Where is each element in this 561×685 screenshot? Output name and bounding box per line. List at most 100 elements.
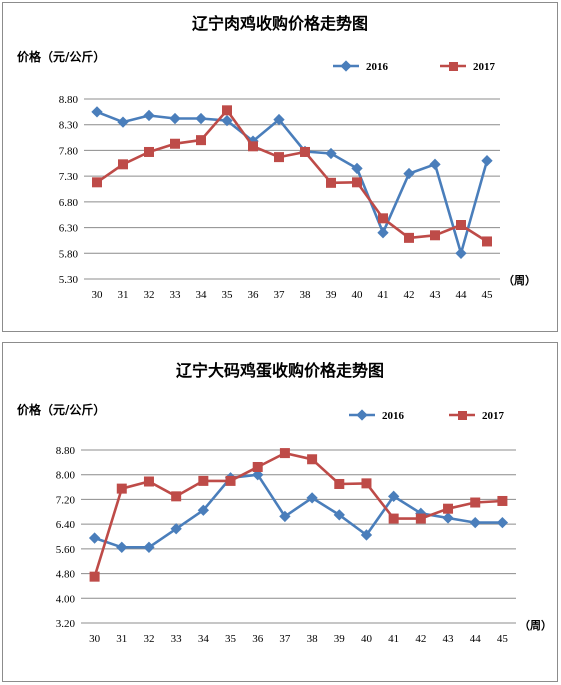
data-point-2017 (388, 513, 399, 524)
x-axis-unit: （周） (503, 274, 536, 287)
data-point-2016 (306, 492, 318, 504)
chart-title: 辽宁肉鸡收购价格走势图 (192, 14, 368, 33)
x-tick-label: 41 (378, 289, 389, 301)
x-tick-label: 38 (300, 289, 312, 301)
legend-label-2016: 2016 (382, 410, 405, 422)
x-tick-label: 38 (307, 633, 319, 645)
x-tick-label: 30 (89, 633, 101, 645)
y-tick-label: 8.80 (56, 445, 76, 457)
legend: 2016 2017 (349, 409, 505, 422)
x-tick-label: 39 (334, 633, 346, 645)
y-tick-label: 3.20 (56, 618, 76, 630)
x-tick-label: 35 (225, 633, 237, 645)
data-point-2017 (92, 177, 102, 188)
data-point-2016 (377, 227, 389, 239)
data-point-2017 (252, 461, 263, 472)
chicken-price-chart: 辽宁肉鸡收购价格走势图 价格（元/公斤） 2016 2017 （周） 5.305… (17, 14, 536, 301)
data-point-2016 (442, 512, 454, 524)
x-tick-label: 34 (196, 289, 208, 301)
data-point-2016 (481, 155, 493, 167)
series-line-2017 (96, 109, 488, 243)
data-point-2016 (143, 541, 155, 553)
data-point-2016 (88, 532, 101, 544)
x-tick-label: 39 (326, 289, 338, 301)
data-point-2016 (195, 112, 207, 125)
data-point-2016 (429, 158, 441, 170)
y-tick-label: 5.80 (59, 248, 79, 260)
data-point-2016 (351, 162, 363, 175)
series-line-2016 (96, 110, 489, 255)
plot-area: 5.30 5.80 6.30 6.80 7.30 7.80 8.30 8.80 30 31 32 33… (59, 94, 500, 301)
x-tick-label: 36 (248, 289, 260, 301)
data-point-2017 (196, 135, 206, 146)
y-tick-label: 7.30 (59, 171, 79, 183)
y-tick-label: 7.80 (59, 145, 79, 157)
data-point-2017 (225, 475, 236, 486)
y-tick-label: 4.00 (56, 593, 76, 605)
x-tick-label: 44 (470, 633, 482, 645)
x-tick-label: 43 (443, 633, 455, 645)
data-point-2017 (307, 454, 318, 465)
data-point-2017 (118, 159, 128, 170)
y-tick-label: 7.20 (56, 494, 76, 506)
x-tick-label: 40 (352, 289, 364, 301)
legend-label-2017: 2017 (473, 61, 496, 73)
egg-price-chart: 辽宁大码鸡蛋收购价格走势图 价格（元/公斤） 2016 2017 （周） 3.2… (17, 361, 552, 645)
legend-label-2017: 2017 (482, 410, 505, 422)
legend-label-2016: 2016 (366, 61, 389, 73)
data-point-2017 (274, 152, 284, 163)
y-tick-label: 5.60 (56, 544, 76, 556)
chart-title: 辽宁大码鸡蛋收购价格走势图 (176, 361, 384, 380)
data-point-2017 (404, 232, 414, 243)
x-tick-label: 32 (143, 633, 154, 645)
data-point-2016 (116, 541, 128, 553)
data-point-2017 (222, 105, 232, 116)
data-point-2017 (171, 491, 182, 502)
data-point-2016 (496, 516, 509, 529)
x-tick-label: 45 (482, 289, 494, 301)
data-point-2017 (456, 220, 466, 230)
data-point-2016 (333, 509, 345, 521)
x-tick-label: 34 (198, 633, 210, 645)
x-tick-label: 31 (116, 633, 127, 645)
data-point-2017 (361, 478, 372, 489)
x-tick-label: 36 (252, 633, 264, 645)
data-point-2016 (360, 529, 373, 541)
x-axis-unit: （周） (519, 619, 552, 632)
x-tick-label: 45 (497, 633, 509, 645)
data-point-2017 (443, 503, 454, 514)
data-point-2017 (248, 141, 258, 152)
x-tick-label: 41 (388, 633, 399, 645)
legend: 2016 2017 (333, 60, 496, 73)
y-tick-label: 6.30 (59, 223, 79, 235)
data-point-2016 (169, 112, 181, 125)
data-point-2017 (170, 138, 180, 149)
legend-marker-2016 (340, 60, 352, 72)
data-point-2017 (116, 483, 127, 494)
data-point-2016 (325, 147, 337, 160)
data-point-2017 (497, 495, 508, 506)
x-tick-label: 33 (171, 633, 183, 645)
x-tick-label: 35 (222, 289, 234, 301)
data-point-2017 (279, 448, 290, 459)
data-point-2017 (430, 230, 440, 241)
data-point-2017 (482, 236, 492, 247)
legend-marker-2017 (458, 411, 467, 420)
x-tick-label: 43 (430, 289, 442, 301)
data-point-2016 (143, 109, 155, 122)
chart-panel-egg: 辽宁大码鸡蛋收购价格走势图 价格（元/公斤） 2016 2017 （周） 3.2… (2, 342, 558, 682)
x-tick-label: 44 (456, 289, 468, 301)
y-tick-label: 8.30 (59, 120, 79, 132)
plot-area: 3.20 4.00 4.80 5.60 6.40 7.20 8.00 8.80 30 31 32 33… (56, 445, 516, 645)
data-point-2017 (415, 513, 426, 524)
data-point-2017 (326, 177, 336, 188)
y-tick-label: 4.80 (56, 569, 76, 581)
data-point-2016 (469, 516, 481, 529)
y-tick-label: 6.80 (59, 197, 79, 209)
x-tick-label: 42 (404, 289, 415, 301)
data-point-2017 (198, 475, 209, 486)
x-tick-label: 33 (170, 289, 182, 301)
y-tick-label: 8.00 (56, 470, 76, 482)
x-tick-label: 37 (279, 633, 291, 645)
data-point-2016 (279, 510, 291, 523)
